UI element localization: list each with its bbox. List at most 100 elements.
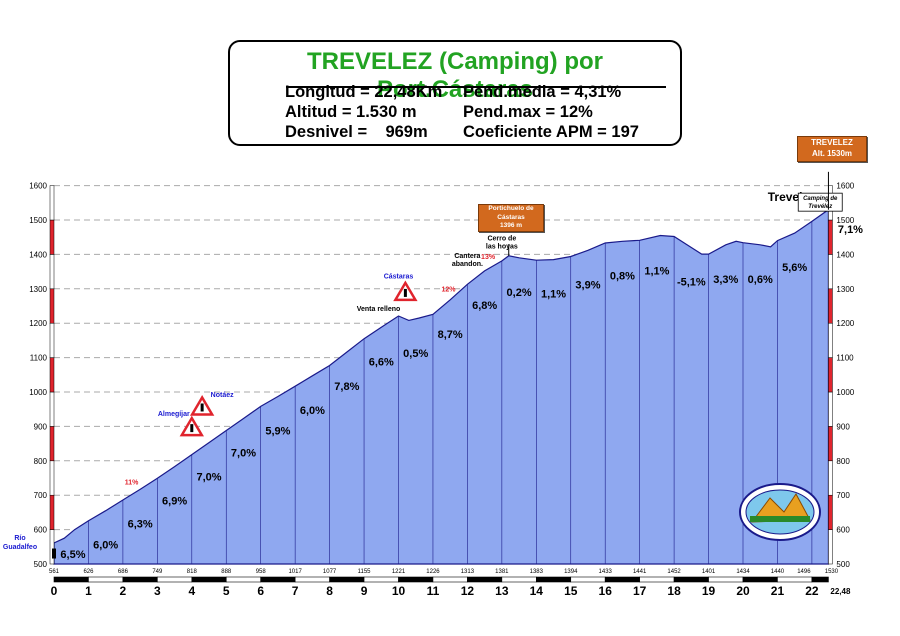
y-tick-label-right: 1100 [836, 354, 854, 363]
x-tick-label: 3 [154, 584, 161, 598]
y-axis-bar-right [828, 254, 833, 290]
km-altitude-label: 1226 [426, 569, 440, 575]
y-tick-label-left: 500 [34, 560, 48, 569]
km-altitude-label: 561 [49, 569, 60, 575]
x-axis-bar-segment [88, 576, 124, 583]
x-tick-label: 8 [326, 584, 333, 598]
slope-label: 6,0% [93, 540, 118, 552]
slope-label: -5,1% [677, 277, 706, 289]
camping-box [797, 192, 843, 212]
x-tick-label: 20 [736, 584, 750, 598]
place-note: Cantera [454, 253, 480, 260]
finish-badge: TREVELEZ Alt. 1530m [797, 136, 867, 162]
x-axis-bar-segment [432, 576, 468, 583]
km-altitude-label: 1383 [530, 569, 544, 575]
x-axis-bar-segment [811, 576, 829, 583]
slope-label: 0,5% [403, 348, 428, 360]
x-tick-label: 10 [392, 584, 406, 598]
title-box: TREVELEZ (Camping) por Port.Cástaras [228, 40, 682, 146]
x-tick-label: 4 [188, 584, 195, 598]
y-tick-label-left: 900 [34, 422, 48, 431]
place-name: Río [14, 535, 25, 542]
x-tick-label: 22 [805, 584, 819, 598]
x-tick-label: 1 [85, 584, 92, 598]
peak-percent-label: 11% [125, 480, 139, 487]
slope-label: 6,6% [369, 356, 394, 368]
pass-badge: Portichuelo de Cástaras 1396 m [478, 204, 544, 232]
x-axis-bar-segment [53, 576, 89, 583]
km-altitude-label: 1530 [825, 569, 839, 575]
slope-label: 0,8% [610, 270, 635, 282]
y-axis-bar-left [49, 288, 55, 324]
y-tick-label-right: 1200 [836, 319, 854, 328]
y-axis-bar-left [49, 529, 55, 565]
x-tick-label: 18 [667, 584, 681, 598]
chart-title: TREVELEZ (Camping) por Port.Cástaras [307, 48, 603, 103]
y-tick-label-right: 700 [836, 491, 850, 500]
y-axis-bar-left [49, 391, 55, 427]
slope-label: 5,9% [265, 425, 290, 437]
km-altitude-label: 1440 [771, 569, 785, 575]
y-axis-bar-right [828, 288, 833, 324]
profile-area [53, 208, 830, 565]
y-tick-label-left: 1600 [29, 182, 47, 191]
km-altitude-label: 888 [221, 569, 232, 575]
x-axis-bar-segment [742, 576, 778, 583]
x-end-label: 22,48 [830, 587, 851, 596]
y-axis-bar-left [49, 460, 55, 496]
km-altitude-label: 1401 [702, 569, 716, 575]
x-tick-label: 13 [495, 584, 509, 598]
y-axis-bar-right [828, 219, 833, 255]
y-tick-label-right: 1500 [836, 216, 854, 225]
x-axis-bar-segment [157, 576, 193, 583]
km-altitude-label: 1452 [667, 569, 681, 575]
y-axis-bar-left [49, 357, 55, 393]
place-markers: Río Guadalfeo Almegíjar Notáez Cástaras Venta… [3, 171, 843, 559]
place-note: Venta relleno [357, 306, 401, 313]
km-altitude-label: 1313 [461, 569, 475, 575]
x-tick-label: 17 [633, 584, 647, 598]
km-altitude-label: 626 [83, 569, 94, 575]
slope-label: 6,8% [472, 300, 497, 312]
x-axis-bar-segment [535, 576, 572, 583]
x-axis-bar-segment [708, 576, 744, 583]
x-tick-label: 0 [51, 584, 58, 598]
y-axis-bar-right [828, 494, 833, 530]
x-axis-bar-segment [294, 576, 330, 583]
slope-label: 6,0% [300, 405, 325, 417]
x-axis-bar-segment [501, 576, 537, 583]
y-axis-bar-left [49, 254, 55, 290]
x-axis-bar-segment [467, 576, 503, 583]
x-tick-label: 5 [223, 584, 230, 598]
x-axis-bar-segment [363, 576, 399, 583]
y-axis-bar-left [49, 322, 55, 358]
slope-label: 1,1% [541, 289, 566, 301]
camping-label-line2: Trevélez [808, 204, 832, 210]
y-axis-bar-right [828, 322, 833, 358]
x-tick-label: 12 [461, 584, 475, 598]
km-altitude-label: 749 [152, 569, 163, 575]
x-axis-bar-segment [604, 576, 640, 583]
km-altitude-label: 1394 [564, 569, 578, 575]
km-altitude-label: 1433 [599, 569, 613, 575]
x-axis-bar-segment [191, 576, 227, 583]
stat-longitud: Longitud = 22,48Km [285, 83, 443, 101]
slope-label: 7,0% [196, 472, 221, 484]
y-tick-label-left: 1500 [29, 216, 47, 225]
slope-label: 6,5% [60, 549, 85, 561]
y-tick-label-left: 800 [34, 457, 48, 466]
y-tick-label-right: 1300 [836, 285, 854, 294]
x-axis-bar-segment [225, 576, 262, 583]
y-axis-bar-right [828, 357, 833, 393]
place-note-line2: las hoyas [486, 244, 518, 251]
x-axis-bar-segment [260, 576, 296, 583]
warning-sign-glyph [200, 403, 204, 412]
slope-label: 3,3% [713, 274, 738, 286]
y-tick-label-right: 1400 [836, 250, 854, 259]
slope-label: 6,9% [162, 496, 187, 508]
km-altitude-label: 686 [118, 569, 129, 575]
stat-desnivel: Desnivel = 969m [285, 123, 428, 141]
place-name-line2: Guadalfeo [3, 544, 37, 551]
km-altitude-label: 1496 [797, 569, 811, 575]
